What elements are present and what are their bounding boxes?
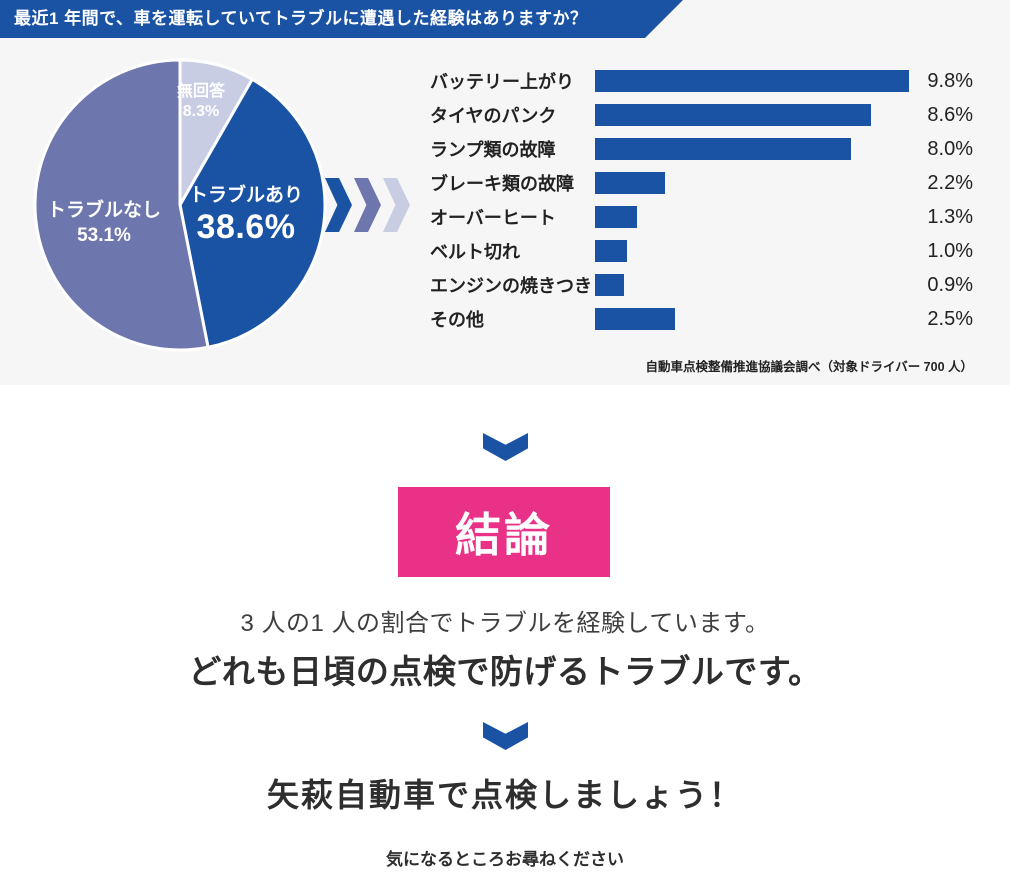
bar-category-label: ブレーキ類の故障 [430, 174, 574, 194]
source-note: 自動車点検整備推進協議会調べ（対象ドライバー 700 人） [645, 360, 973, 374]
pie-slice-2 [33, 58, 210, 352]
bar-fill [595, 172, 666, 194]
bar-track [595, 70, 909, 92]
bar-value-label: 2.2% [927, 171, 973, 194]
bar-chart: バッテリー上がり 9.8% タイヤのパンク 8.6% ランプ類の故障 8.0% ブレーキ類の… [430, 70, 973, 342]
bar-track [595, 104, 909, 126]
bar-fill [595, 138, 852, 160]
bar-track [595, 138, 909, 160]
bar-value-label: 1.3% [927, 205, 973, 228]
cta-subnote: 気になるところお尋ねください [386, 850, 624, 869]
conclusion-badge: 結論 [398, 487, 610, 577]
bar-value-label: 8.6% [927, 103, 973, 126]
survey-question-banner: 最近1 年間で、車を運転していてトラブルに遭遇した経験はありますか？ [0, 0, 683, 38]
conclusion-line2: どれも日頃の点検で防げるトラブルです。 [188, 653, 822, 690]
bar-fill [595, 240, 628, 262]
chevron-down-icon [483, 433, 528, 461]
pie-chart [33, 58, 327, 352]
chevron-down-icon [483, 722, 528, 750]
survey-panel: 最近1 年間で、車を運転していてトラブルに遭遇した経験はありますか？ 無回答 8… [0, 0, 1010, 385]
bar-fill [595, 308, 676, 330]
bar-category-label: タイヤのパンク [430, 106, 557, 126]
cta-text: 矢萩自動車で点検しましょう！ [266, 777, 743, 813]
pie-slice-1 [178, 77, 327, 349]
bar-row: その他 2.5% [430, 308, 973, 330]
bar-category-label: ベルト切れ [430, 242, 520, 262]
bar-row: バッテリー上がり 9.8% [430, 70, 973, 92]
bar-value-label: 9.8% [927, 69, 973, 92]
bar-category-label: ランプ類の故障 [430, 140, 556, 160]
bar-row: エンジンの焼きつき 0.9% [430, 274, 973, 296]
bar-track [595, 206, 909, 228]
conclusion-line1: 3 人の1 人の割合でトラブルを経験しています。 [240, 610, 770, 637]
bar-track [595, 172, 909, 194]
bar-fill [595, 274, 624, 296]
bar-category-label: エンジンの焼きつき [430, 276, 592, 296]
bar-track [595, 274, 909, 296]
bar-row: ベルト切れ 1.0% [430, 240, 973, 262]
bar-row: タイヤのパンク 8.6% [430, 104, 973, 126]
bar-row: ランプ類の故障 8.0% [430, 138, 973, 160]
bar-value-label: 2.5% [927, 307, 973, 330]
bar-row: オーバーヒート 1.3% [430, 206, 973, 228]
bar-category-label: オーバーヒート [430, 208, 556, 228]
bar-track [595, 240, 909, 262]
bar-category-label: その他 [430, 310, 484, 330]
bar-fill [595, 104, 871, 126]
bar-category-label: バッテリー上がり [430, 72, 574, 92]
bar-value-label: 8.0% [927, 137, 973, 160]
bar-value-label: 0.9% [927, 273, 973, 296]
bar-track [595, 308, 909, 330]
conclusion-badge-label: 結論 [455, 509, 553, 561]
bar-value-label: 1.0% [927, 239, 973, 262]
bar-fill [595, 70, 909, 92]
chevron-right-icon [354, 178, 381, 232]
bar-row: ブレーキ類の故障 2.2% [430, 172, 973, 194]
bar-fill [595, 206, 637, 228]
chevron-right-icon [383, 178, 410, 232]
survey-question-text: 最近1 年間で、車を運転していてトラブルに遭遇した経験はありますか？ [14, 9, 588, 28]
chevron-right-icon [325, 178, 352, 232]
